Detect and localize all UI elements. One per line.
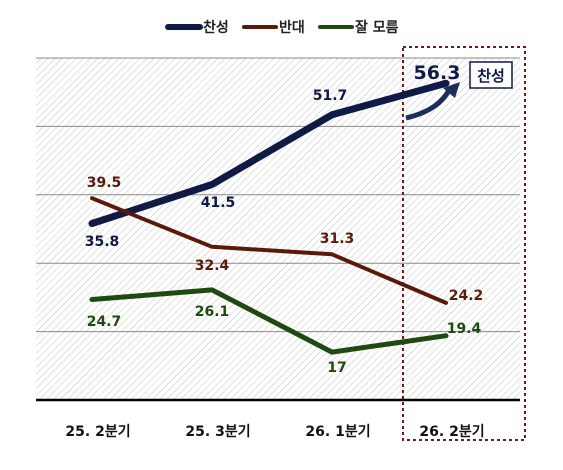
value-label-agree-0: 35.8 [85, 234, 120, 250]
value-label-agree-2: 51.7 [313, 88, 348, 104]
value-label-unsure-0: 24.7 [87, 314, 122, 330]
plot-area [36, 58, 520, 400]
value-label-oppose-0: 39.5 [87, 175, 122, 191]
legend-label-1: 반대 [279, 19, 305, 36]
value-label-agree-3: 56.3 [414, 62, 461, 84]
x-tick-label: 25. 3분기 [185, 424, 250, 440]
legend: 찬성 반대 잘 모름 [165, 19, 399, 36]
value-label-unsure-2: 17 [327, 360, 346, 376]
callout-box [469, 61, 513, 89]
highlight-box [402, 46, 526, 441]
series-line-agree [88, 79, 450, 227]
x-axis-ticks: 25. 2분기 25. 3분기 26. 1분기 26. 2분기 [65, 424, 484, 440]
value-label-agree-1: 41.5 [201, 195, 236, 211]
value-label-unsure-1: 26.1 [195, 304, 230, 320]
value-label-oppose-3: 24.2 [449, 288, 484, 304]
value-label-oppose-1: 32.4 [195, 258, 230, 274]
series-line-oppose [90, 196, 448, 305]
series-line-unsure [89, 287, 449, 355]
x-tick-label: 26. 2분기 [419, 424, 484, 440]
x-tick-label: 26. 1분기 [305, 424, 370, 440]
callout-arrowhead [443, 82, 460, 98]
value-label-unsure-3: 19.4 [447, 321, 482, 337]
gridlines [36, 57, 520, 333]
legend-label-0: 찬성 [203, 19, 229, 36]
callout-label: 찬성 [477, 67, 505, 85]
value-label-oppose-2: 31.3 [320, 231, 355, 247]
x-tick-label: 25. 2분기 [65, 424, 130, 440]
legend-label-2: 잘 모름 [355, 20, 399, 36]
